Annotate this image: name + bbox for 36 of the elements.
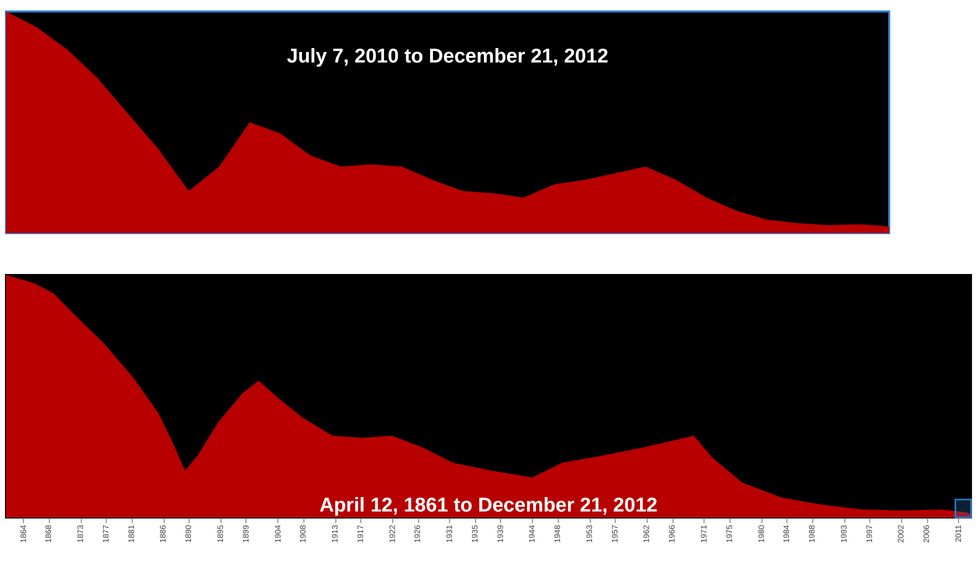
x-tick-label: 1886 — [158, 524, 168, 543]
x-tick-label: 1993 — [839, 524, 848, 543]
x-tick-label: 1966 — [668, 524, 677, 543]
x-tick-label: 1877 — [101, 524, 110, 543]
x-tick-label: 1917 — [356, 524, 365, 543]
x-tick-label: 1881 — [126, 524, 136, 543]
x-tick-label: 1899 — [241, 524, 250, 543]
x-tick-label: 1957 — [610, 524, 620, 543]
x-tick-label: 1868 — [44, 524, 54, 543]
x-tick-label: 1953 — [584, 524, 594, 543]
x-tick-label: 1895 — [216, 524, 226, 543]
x-tick-label: 1908 — [298, 524, 308, 543]
x-tick-label: 1935 — [470, 524, 480, 543]
x-tick-label: 1962 — [642, 524, 652, 543]
x-tick-label: 2006 — [922, 524, 932, 543]
x-tick-label: 2011 — [954, 524, 963, 542]
x-tick-label: 1890 — [184, 524, 194, 543]
text: July 7, 2010 to December 21, 2012 — [286, 45, 608, 68]
x-tick-label: 1997 — [864, 524, 874, 543]
x-tick-label: 1939 — [496, 524, 505, 543]
x-tick-label: 1984 — [782, 524, 792, 543]
x-tick-label: 1948 — [553, 524, 562, 543]
x-tick-label: 1926 — [413, 524, 422, 543]
text: April 12, 1861 to December 21, 2012 — [319, 494, 658, 517]
x-tick-label: 2002 — [896, 524, 906, 543]
x-tick-label: 1931 — [445, 524, 454, 543]
x-tick-label: 1913 — [330, 524, 340, 543]
x-tick-label: 1864 — [18, 524, 28, 543]
x-tick-label: 1980 — [756, 524, 766, 543]
x-tick-label: 1988 — [808, 524, 817, 543]
x-tick-label: 1971 — [700, 524, 709, 543]
x-tick-label: 1975 — [724, 524, 734, 543]
x-tick-label: 1922 — [388, 524, 397, 543]
x-tick-label: 1904 — [273, 524, 282, 543]
x-tick-label: 1873 — [76, 524, 86, 543]
x-tick-label: 1944 — [528, 524, 537, 543]
